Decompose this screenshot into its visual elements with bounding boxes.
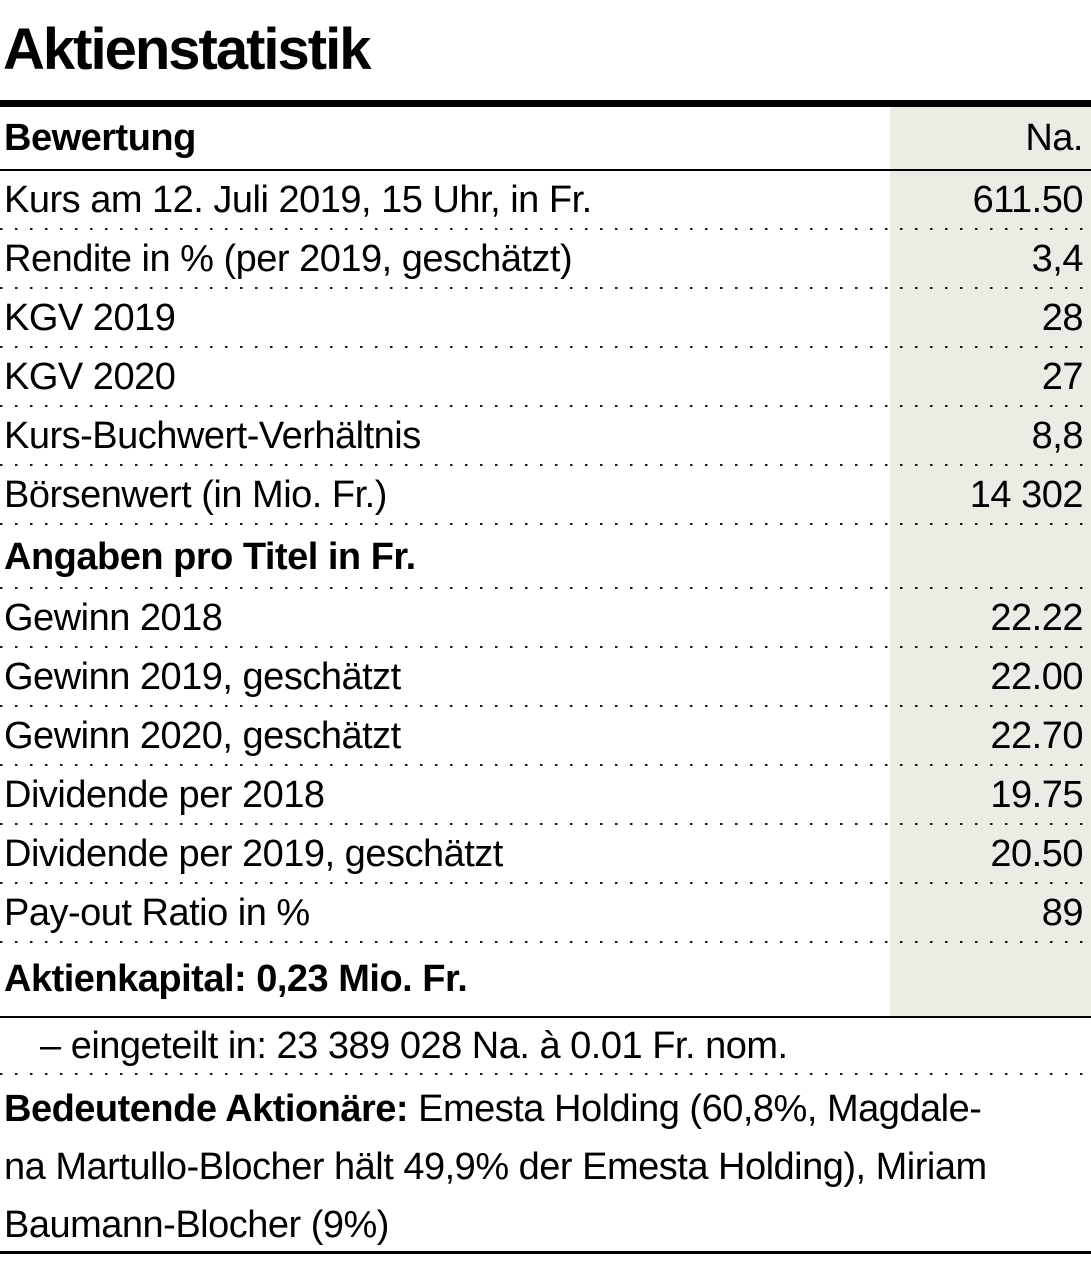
row-value: 8,8: [1031, 415, 1084, 457]
row-value: 22.00: [990, 656, 1083, 698]
row-value: 28: [1041, 297, 1084, 339]
shareholders-line: Bedeutende Aktionäre: Emesta Holding (60…: [4, 1080, 1085, 1138]
table-row: Kurs am 12. Juli 2019, 15 Uhr, in Fr. 611…: [0, 171, 1091, 230]
column-header-bewertung: Bewertung: [4, 116, 196, 159]
shareholders-text: Emesta Holding (60,8%, Magdale-: [408, 1088, 982, 1130]
row-label: Gewinn 2020, geschätzt: [4, 715, 401, 757]
capital-label: Aktienkapital: 0,23 Mio. Fr.: [4, 958, 468, 1000]
table-row: KGV 2020 27: [0, 348, 1091, 407]
row-label: Gewinn 2019, geschätzt: [4, 656, 401, 698]
breakdown-row: – eingeteilt in: 23 389 028 Na. à 0.01 F…: [0, 1018, 1091, 1075]
row-value: 14 302: [969, 474, 1084, 516]
top-rule: [0, 100, 1091, 107]
stats-table: Bewertung Na. Kurs am 12. Juli 2019, 15 …: [0, 107, 1091, 1075]
column-header-na: Na.: [1025, 116, 1083, 159]
shareholders-line: na Martullo-Blocher hält 49,9% der Emest…: [4, 1146, 987, 1188]
row-label: Gewinn 2018: [4, 597, 223, 639]
row-label: Kurs-Buchwert-Verhältnis: [4, 415, 421, 457]
table-row: Rendite in % (per 2019, geschätzt) 3,4: [0, 230, 1091, 289]
table-row: Dividende per 2019, geschätzt 20.50: [0, 825, 1091, 884]
table-row: Pay-out Ratio in % 89: [0, 884, 1091, 943]
row-value: 27: [1041, 356, 1084, 398]
table-header-row: Bewertung Na.: [0, 107, 1091, 171]
table-row: Börsenwert (in Mio. Fr.) 14 302: [0, 466, 1091, 525]
shareholders-label: Bedeutende Aktionäre:: [4, 1088, 409, 1130]
row-label: KGV 2019: [4, 297, 176, 339]
row-label: Dividende per 2019, geschätzt: [4, 833, 503, 875]
row-value: 22.22: [990, 597, 1083, 639]
row-value: 19.75: [990, 774, 1083, 816]
row-label: Dividende per 2018: [4, 774, 325, 816]
page-title: Aktienstatistik: [3, 17, 371, 82]
table-row: Gewinn 2020, geschätzt 22.70: [0, 707, 1091, 766]
row-value: 20.50: [990, 833, 1083, 875]
section-heading-label: Angaben pro Titel in Fr.: [4, 535, 416, 578]
row-label: Börsenwert (in Mio. Fr.): [4, 474, 387, 516]
row-label: Rendite in % (per 2019, geschätzt): [4, 238, 573, 280]
breakdown-label: – eingeteilt in: 23 389 028 Na. à 0.01 F…: [40, 1025, 788, 1067]
row-label: Kurs am 12. Juli 2019, 15 Uhr, in Fr.: [4, 179, 592, 221]
row-value: 89: [1041, 892, 1084, 934]
table-row: Gewinn 2018 22.22: [0, 589, 1091, 648]
row-value: 3,4: [1031, 238, 1084, 280]
table-row: Dividende per 2018 19.75: [0, 766, 1091, 825]
table-row: Gewinn 2019, geschätzt 22.00: [0, 648, 1091, 707]
shareholders-line: Baumann-Blocher (9%): [4, 1204, 389, 1246]
capital-row: Aktienkapital: 0,23 Mio. Fr.: [0, 943, 1091, 1018]
row-label: Pay-out Ratio in %: [4, 892, 310, 934]
shareholders-paragraph: Bedeutende Aktionäre: Emesta Holding (60…: [4, 1080, 1085, 1254]
row-value: 22.70: [990, 715, 1083, 757]
section-heading: Angaben pro Titel in Fr.: [0, 525, 1091, 589]
table-row: Kurs-Buchwert-Verhältnis 8,8: [0, 407, 1091, 466]
row-label: KGV 2020: [4, 356, 176, 398]
table-row: KGV 2019 28: [0, 289, 1091, 348]
table-sections: Kurs am 12. Juli 2019, 15 Uhr, in Fr. 611…: [0, 171, 1091, 943]
bottom-rule: [0, 1251, 1091, 1254]
row-value: 611.50: [972, 179, 1084, 221]
